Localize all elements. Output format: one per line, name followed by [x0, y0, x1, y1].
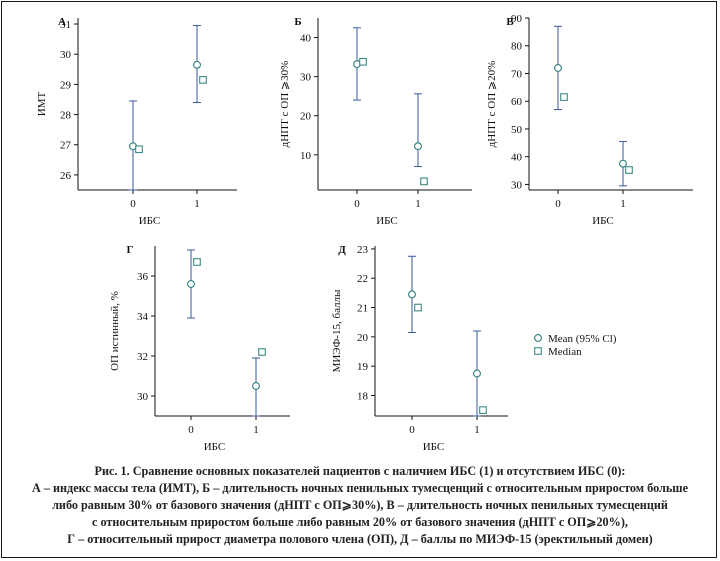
panel-1-y-tick-label-0: 26: [60, 170, 72, 182]
panel-3-y-tick-label-6: 90: [511, 13, 523, 25]
panel-1-y-tick-label-1: 27: [60, 140, 72, 152]
panel-1-panel-letter: А: [58, 16, 66, 28]
panel-3-y-tick-label-0: 30: [511, 179, 523, 191]
panel-1-y-axis-title: ИМТ: [36, 92, 48, 117]
panel-2-x-axis-title: ИБС: [376, 215, 398, 227]
panel-2-mean-marker-1: [414, 142, 422, 151]
panel-3-y-tick-label-5: 80: [511, 41, 523, 53]
panel-1-x-axis-title: ИБС: [139, 215, 161, 227]
panel-3-x-axis-title: ИБС: [592, 215, 614, 227]
caption-line-5: Г – относительный прирост диаметра полов…: [67, 532, 653, 546]
panel-4-y-tick-label-2: 34: [137, 311, 149, 323]
panel-4-mean-marker-1: [252, 382, 260, 390]
panel-3-y-tick-label-3: 60: [511, 96, 523, 108]
panel-3-y-tick-label-2: 50: [511, 124, 523, 136]
panel-1-y-tick-label-5: 31: [60, 19, 71, 31]
panel-5-x-tick-label-0: 0: [409, 424, 415, 436]
panel-2-panel-letter: Б: [294, 16, 301, 28]
panel-5-median-marker-1: [479, 406, 487, 414]
legend-median-label: Median: [548, 346, 582, 358]
panel-5-y-tick-label-2: 20: [357, 332, 369, 344]
panel-2-x-tick-label-0: 0: [354, 198, 360, 210]
caption-line-2: А – индекс массы тела (ИМТ), Б – длитель…: [32, 481, 688, 495]
panel-3-y-tick-label-4: 70: [511, 68, 523, 80]
figure-caption: Рис. 1. Сравнение основных показателей п…: [10, 463, 710, 548]
panel-3-mean-marker-0: [554, 63, 562, 72]
panel-4-median-marker-1: [258, 348, 266, 356]
panel-3-mean-marker-1: [619, 159, 627, 168]
panel-3-median-marker-0: [560, 93, 568, 101]
legend-mean-label: Mean (95% Cl): [548, 333, 617, 345]
panel-1-median-marker-1: [199, 76, 207, 84]
panel-1-x-tick-label-1: 1: [194, 198, 200, 210]
legend-median-marker: [534, 347, 542, 355]
legend-mean-marker: [534, 334, 542, 342]
panel-1-mean-marker-1: [193, 60, 201, 69]
caption-line-4: с относительным приростом больше либо ра…: [92, 515, 628, 529]
panel-2-median-marker-1: [420, 177, 428, 186]
panel-5-y-tick-label-5: 23: [357, 244, 369, 256]
panel-4-y-tick-label-0: 30: [137, 391, 149, 403]
panel-4-y-axis-title: ОП истинный, %: [109, 291, 121, 371]
panel-4-x-tick-label-1: 1: [253, 424, 259, 436]
panel-2-y-tick-label-1: 20: [300, 111, 312, 123]
panel-5-panel-letter: Д: [338, 244, 346, 256]
panel-2-y-tick-label-2: 30: [300, 72, 312, 84]
panel-5-y-axis-title: МИЭФ-15, баллы: [331, 289, 343, 372]
panel-1-y-tick-label-2: 28: [60, 110, 72, 122]
panel-1-y-tick-label-3: 29: [60, 79, 72, 91]
panel-2-y-tick-label-0: 10: [300, 150, 312, 162]
panel-4-x-tick-label-0: 0: [188, 424, 194, 436]
panel-5-x-axis-title: ИБС: [423, 441, 445, 453]
panel-5-y-tick-label-3: 21: [357, 303, 368, 315]
panel-2-y-tick-label-3: 40: [300, 33, 312, 45]
panel-5-x-tick-label-1: 1: [474, 424, 480, 436]
caption-line-3: либо равным 30% от базового значения (дН…: [52, 498, 668, 512]
panel-5-y-tick-label-1: 19: [357, 361, 369, 373]
panel-1-median-marker-0: [135, 145, 143, 154]
panel-3-x-tick-label-0: 0: [555, 198, 561, 210]
panel-5-mean-marker-1: [473, 369, 481, 378]
panel-3-median-marker-1: [625, 166, 633, 174]
panel-5-y-tick-label-4: 22: [357, 273, 368, 285]
panel-4-y-tick-label-1: 32: [137, 351, 148, 363]
panel-3-x-tick-label-1: 1: [620, 198, 626, 210]
panel-4-x-axis-title: ИБС: [204, 441, 226, 453]
panel-3-panel-letter: В: [506, 16, 514, 28]
panel-2-y-axis-title: дНПТ с ОП ⩾30%: [279, 61, 291, 148]
panel-2-median-marker-0: [359, 57, 367, 66]
panel-5-median-marker-0: [414, 303, 422, 312]
panel-2-x-tick-label-1: 1: [415, 198, 421, 210]
panel-3-y-tick-label-1: 40: [511, 152, 523, 164]
caption-line-1: Рис. 1. Сравнение основных показателей п…: [94, 464, 626, 478]
panel-4-y-tick-label-3: 36: [137, 271, 149, 283]
panel-5-mean-marker-0: [408, 290, 416, 299]
panel-4-mean-marker-0: [187, 280, 195, 288]
panel-4-panel-letter: Г: [127, 244, 134, 256]
panel-4-median-marker-0: [193, 258, 201, 266]
panel-3-y-axis-title: дНПТ с ОП ⩾20%: [486, 61, 498, 148]
panel-5-y-tick-label-0: 18: [357, 390, 369, 402]
panel-1-y-tick-label-4: 30: [60, 49, 72, 61]
panel-1-x-tick-label-0: 0: [130, 198, 136, 210]
